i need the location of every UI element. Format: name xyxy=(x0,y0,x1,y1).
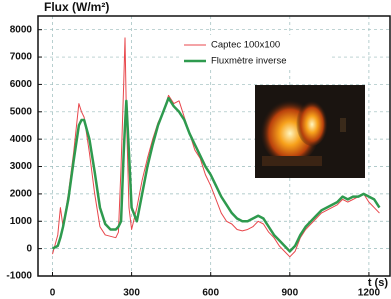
y-tick-label: 5000 xyxy=(10,106,33,117)
legend-label: Fluxmètre inverse xyxy=(211,56,287,67)
x-tick-label: 600 xyxy=(202,288,219,299)
y-tick-label: -1000 xyxy=(6,271,32,282)
photo-tray xyxy=(262,156,322,166)
y-tick-label: 6000 xyxy=(10,79,33,90)
x-tick-label: 300 xyxy=(123,288,140,299)
photo-flame xyxy=(296,98,328,146)
y-tick-label: 3000 xyxy=(10,161,33,172)
y-tick-label: 8000 xyxy=(10,24,33,35)
y-tick-label: 2000 xyxy=(10,189,33,200)
x-tick-label: 1200 xyxy=(358,288,381,299)
y-tick-label: 7000 xyxy=(10,52,33,63)
chart: Flux (W/m²) t (s) Captec 100x100Fluxmètr… xyxy=(0,0,391,299)
photo-inset xyxy=(255,85,365,178)
y-tick-label: 4000 xyxy=(10,134,33,145)
y-tick-label: 0 xyxy=(26,243,32,254)
photo-detail xyxy=(340,118,346,132)
x-tick-label: 0 xyxy=(50,288,56,299)
legend: Captec 100x100 Fluxmètre inverse xyxy=(180,35,330,69)
x-tick-label: 900 xyxy=(281,288,298,299)
legend-label: Captec 100x100 xyxy=(211,40,280,51)
chart-title: Flux (W/m²) xyxy=(44,0,109,14)
y-tick-label: 1000 xyxy=(10,216,33,227)
